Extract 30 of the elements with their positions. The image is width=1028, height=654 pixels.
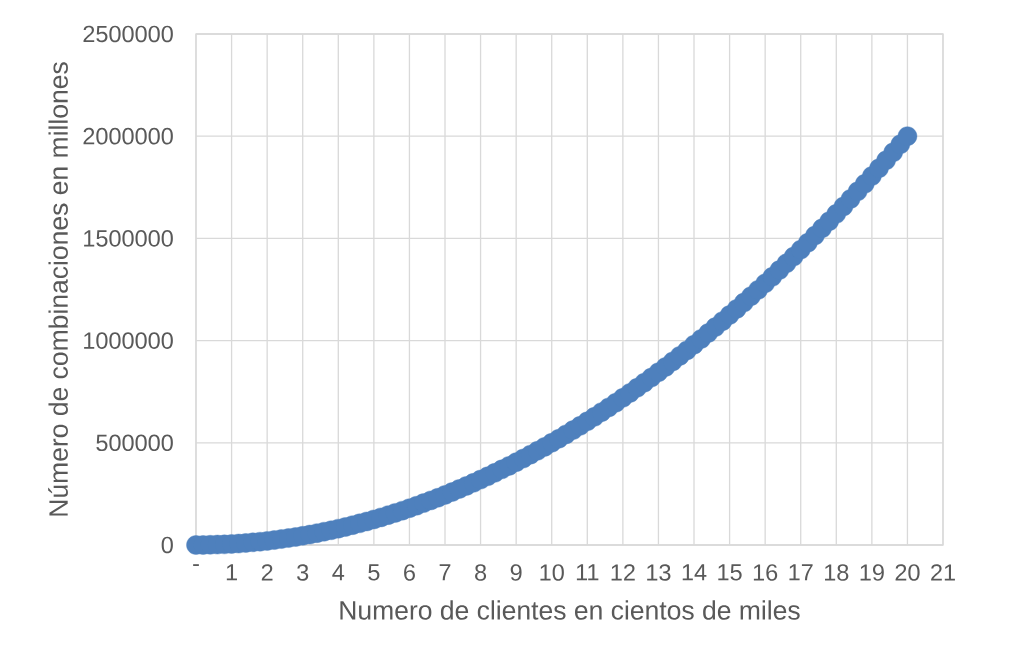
x-tick-label: 7 — [439, 564, 451, 581]
x-tick-label: 19 — [860, 564, 884, 581]
x-axis-title: Numero de clientes en cientos de miles — [340, 600, 800, 620]
y-axis-title: Número de combinaciones en millones — [48, 62, 68, 516]
x-tick-label: 9 — [510, 564, 522, 581]
x-tick-label: 10 — [540, 564, 564, 581]
x-tick-label: 2 — [261, 564, 273, 581]
y-tick-label: 2500000 — [83, 25, 173, 43]
x-tick-label: 20 — [895, 564, 920, 581]
x-tick-label: 12 — [611, 564, 635, 581]
x-tick-label: 6 — [404, 564, 415, 581]
y-tick-label: 500000 — [96, 434, 173, 452]
x-tick-label: 1 — [226, 564, 237, 581]
y-tick-label: 2000000 — [83, 127, 173, 145]
x-tick-label: - — [193, 564, 199, 567]
x-tick-label: 3 — [297, 564, 309, 581]
x-tick-label: 11 — [576, 564, 599, 581]
x-tick-label: 21 — [931, 564, 955, 581]
x-tick-label: 16 — [753, 564, 778, 581]
x-tick-label: 5 — [368, 564, 380, 581]
x-tick-label: 8 — [475, 564, 487, 581]
y-tick-label: 1000000 — [84, 332, 173, 349]
x-tick-label: 17 — [789, 564, 813, 581]
y-tick-label: 1500000 — [84, 230, 173, 247]
x-tick-label: 18 — [825, 564, 849, 581]
x-tick-label: 4 — [332, 564, 345, 581]
x-tick-label: 14 — [682, 564, 707, 581]
x-tick-label: 15 — [718, 564, 742, 581]
x-tick-label: 13 — [647, 564, 671, 581]
y-tick-label: 0 — [161, 536, 173, 554]
